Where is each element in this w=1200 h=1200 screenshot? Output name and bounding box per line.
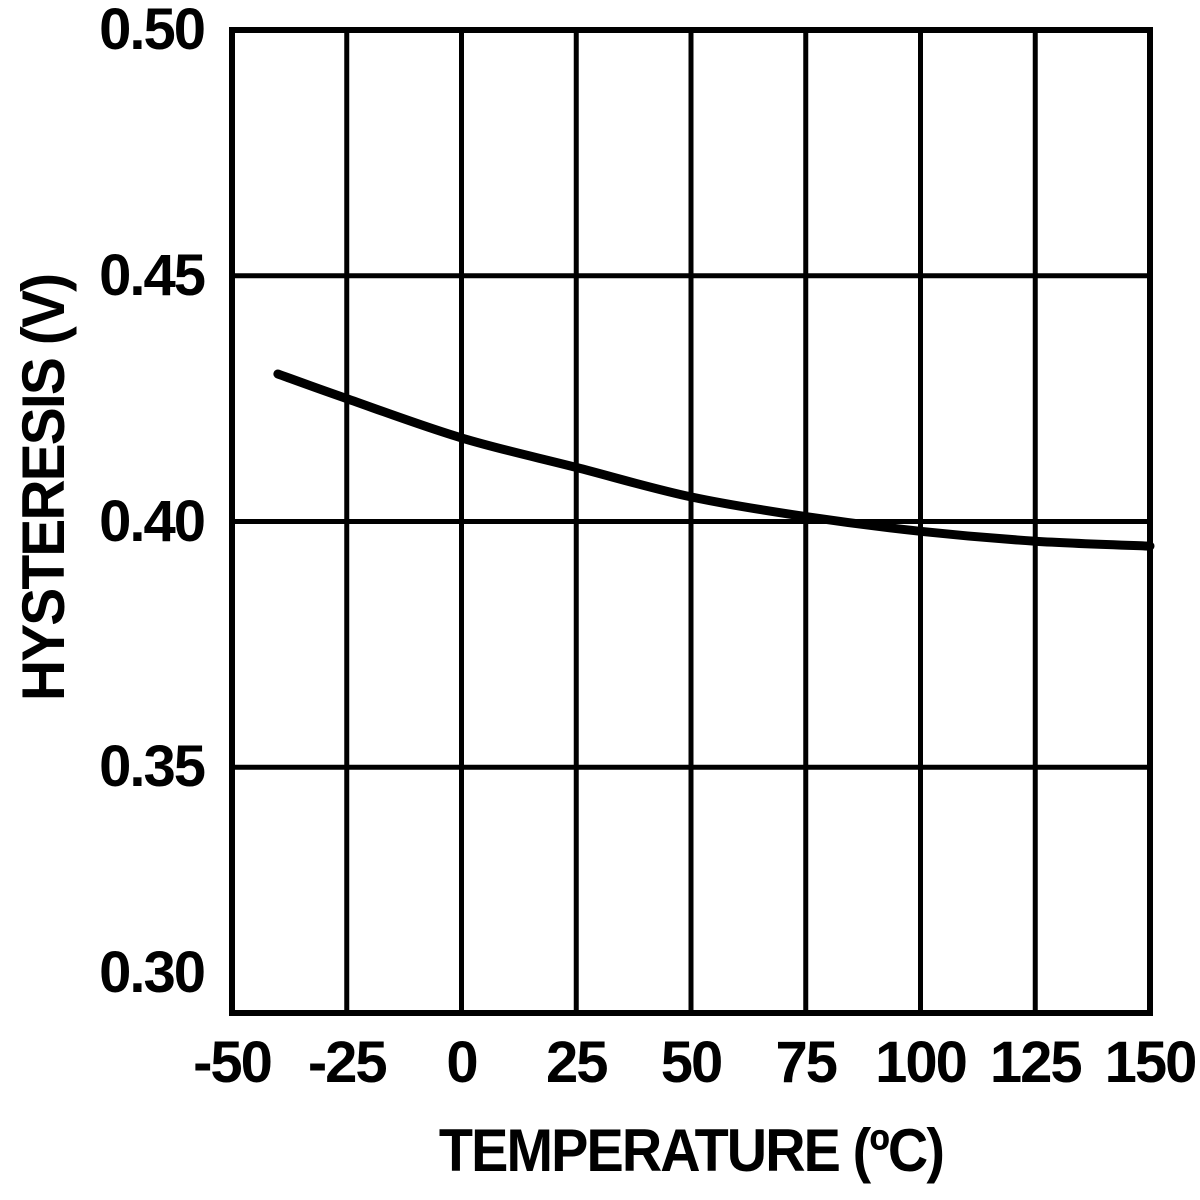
x-tick-label: -50: [193, 1030, 273, 1095]
x-tick-label: 0: [446, 1030, 478, 1095]
y-tick-label: 0.45: [99, 242, 206, 308]
y-tick-label: 0.50: [99, 0, 206, 62]
x-axis-title: TEMPERATURE (ºC): [438, 1117, 945, 1184]
y-tick-label: 0.40: [99, 488, 206, 554]
x-tick-label: 75: [775, 1030, 837, 1095]
x-tick-label: 50: [660, 1030, 723, 1095]
x-tick-label: -25: [307, 1030, 388, 1095]
x-tick-label: 150: [1104, 1030, 1198, 1095]
y-tick-label: 0.35: [99, 734, 206, 800]
x-tick-label: 100: [875, 1030, 968, 1095]
series-hysteresis-curve: [273, 369, 1155, 551]
plot-border: [229, 27, 1153, 1016]
x-tick-label: 125: [989, 1030, 1083, 1095]
y-axis-title: HYSTERESIS (V): [10, 274, 77, 702]
x-tick-label: 25: [545, 1030, 608, 1095]
y-tick-label: 0.30: [99, 940, 206, 1005]
